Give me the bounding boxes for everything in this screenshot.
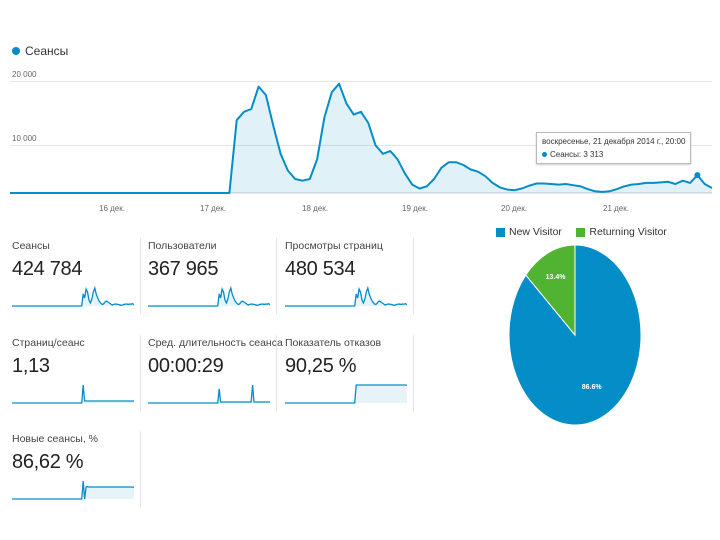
- metric-sparkline: [12, 480, 134, 500]
- metric-bounce-rate[interactable]: Показатель отказов 90,25 %: [285, 337, 409, 404]
- pie-legend-returning-visitor[interactable]: Returning Visitor: [576, 226, 667, 238]
- chart-tooltip: воскресенье, 21 декабря 2014 г., 20:00 С…: [536, 132, 692, 164]
- metric-value: 90,25 %: [285, 355, 357, 377]
- metric-value: 1,13: [12, 355, 50, 377]
- metric-sparkline: [285, 384, 407, 404]
- sparkline-fill: [12, 481, 134, 499]
- divider: [276, 238, 277, 314]
- tooltip-dot: [542, 152, 547, 158]
- new-visitor-label: New Visitor: [509, 226, 562, 238]
- metric-value: 86,62 %: [12, 451, 84, 473]
- sessions-series-line: [10, 82, 712, 194]
- divider: [140, 238, 141, 314]
- metric-title: Показатель отказов: [285, 337, 382, 349]
- metric-title: Сеансы: [12, 240, 50, 252]
- metric-pageviews[interactable]: Просмотры страниц 480 534: [285, 240, 409, 307]
- metric-sparkline: [148, 285, 270, 307]
- metric-users[interactable]: Пользователи 367 965: [148, 240, 272, 307]
- pie-legend: New Visitor Returning Visitor: [496, 222, 677, 240]
- returning-visitor-swatch: [576, 227, 586, 237]
- metric-sparkline: [285, 285, 407, 307]
- x-tick-16: 16 дек.: [99, 204, 125, 213]
- sparkline-fill: [12, 288, 134, 306]
- metric-value: 424 784: [12, 258, 83, 280]
- pie-slice-returning-visitor[interactable]: [525, 245, 576, 337]
- metric-sparkline: [12, 384, 134, 404]
- metric-value: 480 534: [285, 258, 356, 280]
- sparkline-line: [148, 285, 270, 307]
- sparkline-fill: [285, 288, 407, 306]
- divider: [140, 335, 141, 411]
- tooltip-series-label: Сеансы:: [550, 150, 582, 159]
- metric-avg-session-duration[interactable]: Сред. длительность сеанса 00:00:29: [148, 337, 283, 404]
- gridline-mid: [10, 145, 712, 146]
- metric-value: 00:00:29: [148, 355, 224, 377]
- sparkline-fill: [148, 288, 270, 306]
- metric-sparkline: [12, 285, 134, 307]
- sparkline-fill: [285, 385, 407, 403]
- divider: [140, 431, 141, 507]
- tooltip-title: воскресенье, 21 декабря 2014 г., 20:00: [542, 137, 686, 146]
- gridline-top: [10, 81, 712, 82]
- pie-label-new-visitor: 86.6%: [582, 384, 603, 391]
- sparkline-line: [12, 384, 134, 404]
- metric-title: Просмотры страниц: [285, 240, 383, 252]
- sessions-legend-dot: [12, 47, 20, 55]
- x-tick-19: 19 дек.: [402, 204, 428, 213]
- metric-title: Новые сеансы, %: [12, 433, 98, 445]
- divider: [413, 238, 414, 314]
- x-tick-18: 18 дек.: [302, 204, 328, 213]
- x-tick-17: 17 дек.: [200, 204, 226, 213]
- metric-title: Пользователи: [148, 240, 217, 252]
- tooltip-value-row: Сеансы: 3 313: [542, 148, 685, 161]
- sparkline-fill: [12, 385, 134, 403]
- sparkline-line: [12, 480, 134, 500]
- visitor-pie-chart[interactable]: 86.6% 13.4%: [505, 245, 650, 435]
- sparkline-line: [285, 384, 407, 404]
- metric-sparkline: [148, 384, 270, 404]
- pie-label-returning-visitor: 13.4%: [546, 274, 567, 281]
- metric-sessions[interactable]: Сеансы 424 784: [12, 240, 136, 307]
- sessions-area-chart[interactable]: [10, 60, 712, 200]
- sparkline-line: [148, 384, 270, 404]
- metric-new-sessions[interactable]: Новые сеансы, % 86,62 %: [12, 433, 136, 500]
- pie-legend-new-visitor[interactable]: New Visitor: [496, 226, 562, 238]
- metric-title: Страниц/сеанс: [12, 337, 85, 349]
- metric-pages-per-session[interactable]: Страниц/сеанс 1,13: [12, 337, 136, 404]
- sessions-area-fill: [10, 83, 712, 193]
- new-visitor-swatch: [496, 227, 505, 237]
- sparkline-line: [12, 285, 134, 307]
- metric-title: Сред. длительность сеанса: [148, 337, 283, 349]
- x-tick-21: 21 дек.: [603, 204, 629, 213]
- hovered-data-point[interactable]: [694, 172, 701, 179]
- tooltip-value: 3 313: [583, 150, 604, 159]
- y-tick-10000: 10 000: [12, 134, 37, 143]
- divider: [276, 335, 277, 411]
- metric-value: 367 965: [148, 258, 219, 280]
- returning-visitor-label: Returning Visitor: [589, 226, 667, 238]
- x-tick-20: 20 дек.: [501, 204, 527, 213]
- divider: [413, 335, 414, 411]
- sparkline-line: [285, 285, 407, 307]
- y-tick-20000: 20 000: [12, 70, 37, 79]
- sessions-legend-label[interactable]: Сеансы: [25, 44, 69, 58]
